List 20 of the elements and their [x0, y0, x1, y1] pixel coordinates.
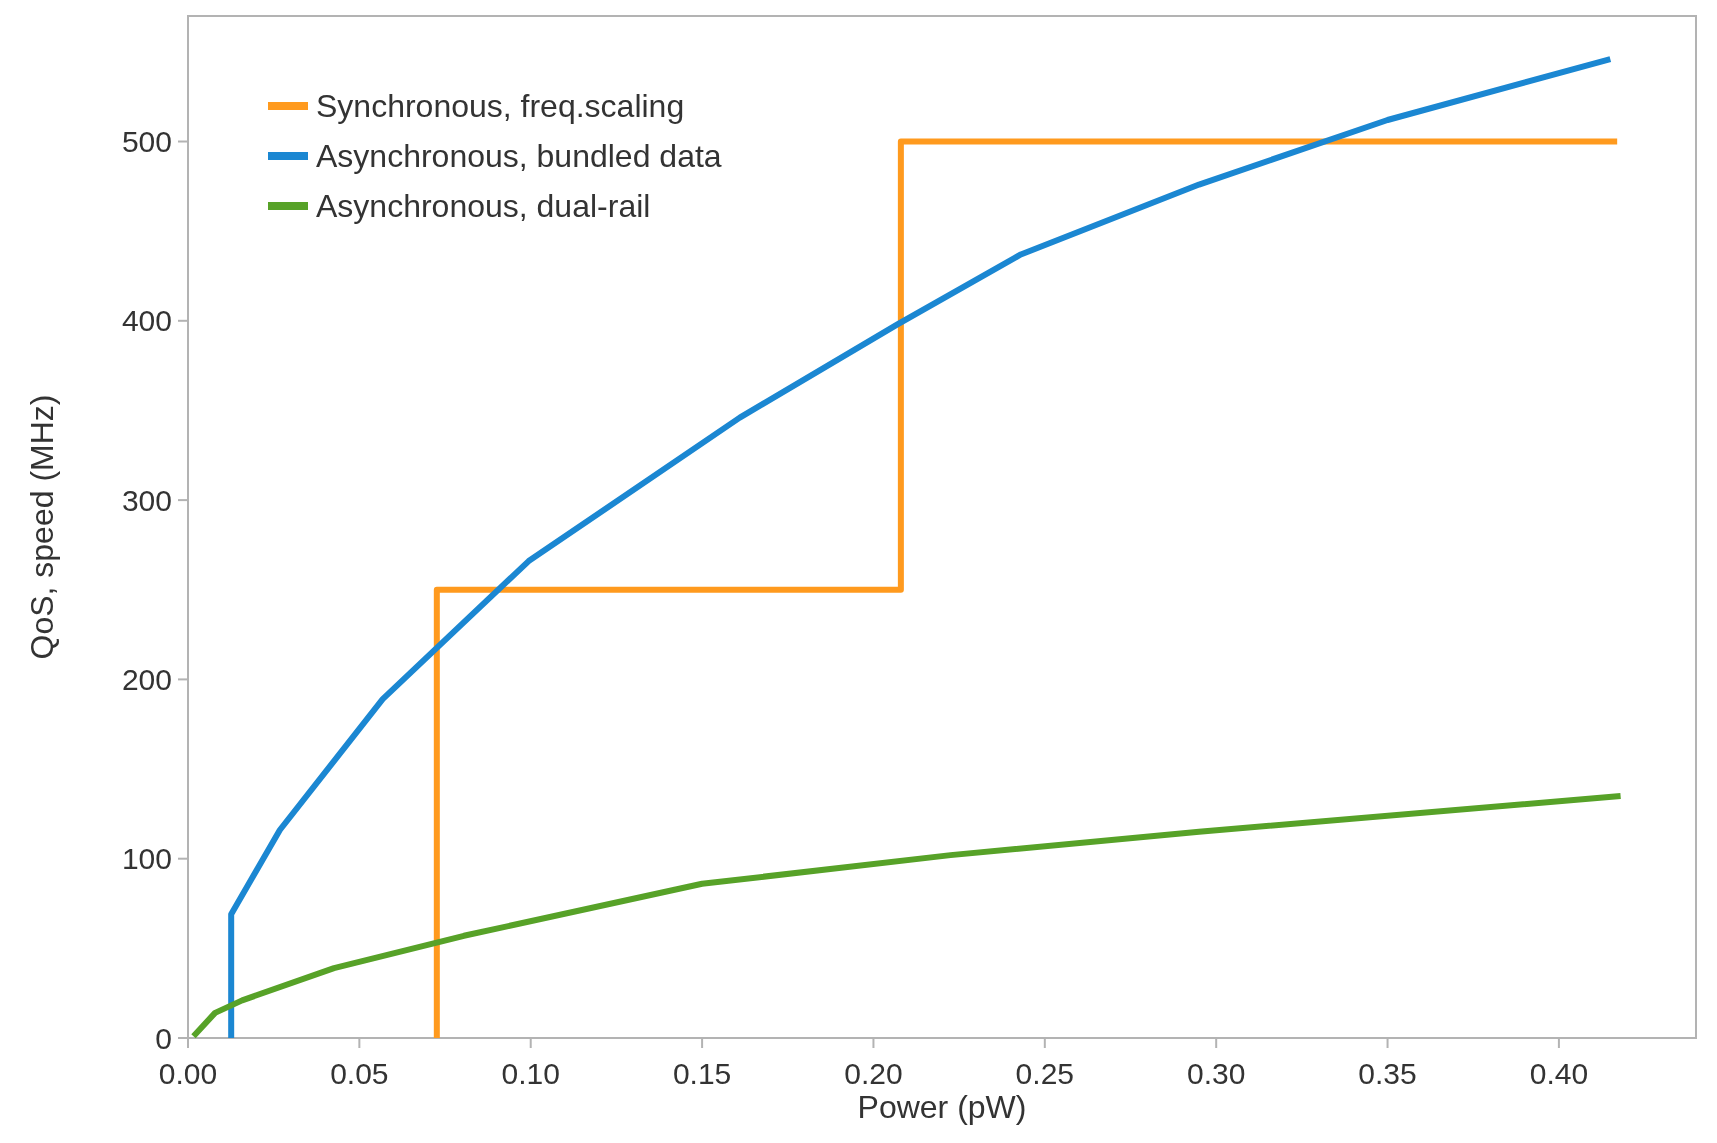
x-tick-label: 0.30 [1186, 1057, 1246, 1090]
x-tick-label: 0.05 [330, 1057, 389, 1090]
x-axis-title: Power (pW) [857, 1089, 1027, 1125]
x-tick-label: 0.00 [158, 1057, 218, 1090]
y-tick-label: 200 [121, 662, 172, 696]
legend-label: Synchronous, freq.scaling [316, 88, 685, 125]
y-tick-label: 500 [121, 125, 172, 159]
y-tick-label: 0 [155, 1021, 172, 1055]
y-axis-title: QoS, speed (MHz) [24, 394, 60, 660]
x-tick-label: 0.40 [1529, 1057, 1589, 1090]
legend-label: Asynchronous, dual-rail [316, 188, 651, 225]
y-tick-label: 400 [121, 304, 172, 338]
x-tick-label: 0.20 [844, 1057, 903, 1090]
x-tick-label: 0.35 [1358, 1057, 1417, 1090]
y-tick-label: 300 [121, 483, 172, 517]
legend-label: Asynchronous, bundled data [316, 138, 722, 175]
y-tick-label: 100 [121, 842, 172, 876]
x-tick-label: 0.25 [1015, 1057, 1075, 1090]
x-tick-label: 0.15 [672, 1057, 732, 1090]
x-tick-label: 0.10 [501, 1057, 560, 1090]
